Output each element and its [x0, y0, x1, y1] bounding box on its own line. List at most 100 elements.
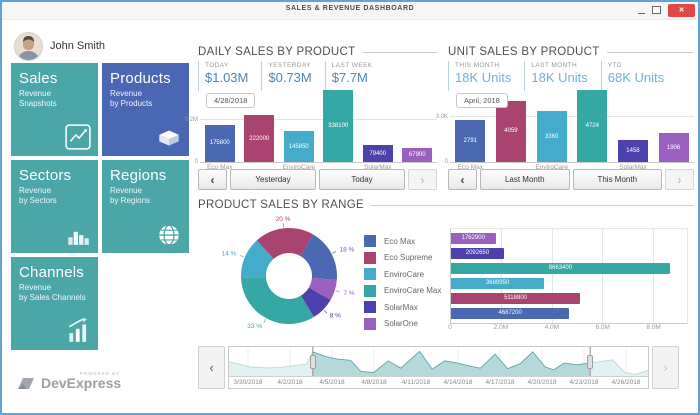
devexpress-logo: POWERED BY DevExpress — [16, 371, 122, 391]
donut-slice-solarone[interactable] — [308, 277, 337, 300]
x-axis-tick-label: 2.0M — [493, 324, 509, 331]
legend-swatch — [364, 317, 376, 330]
last-month-button[interactable]: Last Month — [480, 169, 570, 190]
legend-item-envirocare[interactable]: EnviroCare — [364, 268, 441, 280]
unit-kpi-row: THIS MONTH 18K Units LAST MONTH 18K Unit… — [448, 61, 677, 91]
range-selector-area-chart — [229, 347, 648, 377]
bar-eco-max[interactable]: 2791 — [455, 119, 486, 162]
brand-name: DevExpress — [41, 375, 122, 391]
donut-slice-eco-max[interactable] — [300, 234, 338, 281]
tile-sales[interactable]: Sales Revenue Snapshots — [11, 63, 98, 156]
donut-percent-label: 14 % — [222, 251, 237, 258]
bar-value-label: 8663400 — [548, 265, 573, 271]
daily-prev-button[interactable]: ‹ — [198, 169, 227, 190]
tile-subtitle: Revenue — [110, 89, 143, 98]
daily-next-button[interactable]: › — [408, 169, 437, 190]
range-selector-handle-left[interactable] — [309, 355, 316, 369]
selector-next-button[interactable]: › — [652, 346, 679, 389]
legend-item-solarone[interactable]: SolarOne — [364, 317, 441, 330]
hbar-eco-max[interactable]: 4687200 — [451, 308, 570, 319]
bar-solarmax[interactable]: 79400 — [362, 145, 393, 162]
bar-value-label: 79400 — [369, 150, 387, 157]
yesterday-button[interactable]: Yesterday — [230, 169, 316, 190]
legend-item-eco-max[interactable]: Eco Max — [364, 235, 441, 247]
bar-envirocare-max[interactable]: 4724 — [577, 90, 608, 162]
legend-label: SolarMax — [384, 302, 418, 312]
x-axis-label: EnviroCare — [282, 164, 315, 171]
legend-label: Eco Supreme — [384, 253, 433, 262]
kpi-last-month: LAST MONTH 18K Units — [524, 61, 588, 91]
hbar-solarone[interactable]: 1762900 — [451, 233, 496, 244]
bar-value-label: 338100 — [328, 123, 349, 130]
gridline — [551, 229, 553, 323]
bar-envirocare[interactable]: 3360 — [536, 111, 567, 162]
user-avatar — [14, 32, 43, 61]
selector-prev-button[interactable]: ‹ — [198, 346, 225, 389]
tile-products[interactable]: Products Revenue by Products — [102, 63, 189, 156]
this-month-button[interactable]: This Month — [572, 169, 662, 190]
bar-eco-max[interactable]: 175800 — [204, 124, 235, 162]
donut-slice-envirocare-max[interactable] — [241, 276, 314, 324]
tile-subtitle: Revenue — [19, 89, 52, 98]
tile-sectors[interactable]: Sectors Revenue by Sectors — [11, 160, 98, 253]
hbar-envirocare[interactable]: 3689950 — [451, 278, 545, 289]
hbar-eco-supreme[interactable]: 5118800 — [451, 293, 581, 304]
bar-envirocare[interactable]: 145850 — [283, 131, 314, 162]
x-axis-label: SolarMax — [364, 164, 392, 171]
label-leader-line — [263, 319, 267, 323]
tile-regions[interactable]: Regions Revenue by Regions — [102, 160, 189, 253]
bar-value-label: 1458 — [626, 147, 640, 154]
bar-eco-supreme[interactable]: 4059 — [495, 100, 526, 162]
donut-slice-solarmax[interactable] — [300, 287, 331, 318]
window-title: SALES & REVENUE DASHBOARD — [285, 5, 415, 12]
legend-item-eco-supreme[interactable]: Eco Supreme — [364, 251, 441, 264]
label-leader-line — [323, 310, 328, 314]
tile-title: Sales — [19, 70, 58, 87]
unit-sales-chart: April, 2018 3.0K 0 2791 4059 3360 4724 1458 190… — [436, 90, 694, 174]
date-label: 4/20/2018 — [527, 379, 557, 386]
hbar-envirocare-max[interactable]: 8663400 — [451, 263, 670, 274]
bar-value-label: 67900 — [408, 151, 426, 158]
titlebar: SALES & REVENUE DASHBOARD ✕ — [2, 2, 698, 20]
bar-value-label: 222000 — [249, 135, 270, 142]
today-button[interactable]: Today — [319, 169, 405, 190]
maximize-icon[interactable] — [652, 6, 661, 14]
tile-subtitle: by Sales Channels — [19, 293, 86, 303]
unit-prev-button[interactable]: ‹ — [448, 169, 477, 190]
bar-solarone[interactable]: 1906 — [658, 133, 689, 162]
date-label: 4/23/2018 — [569, 379, 599, 386]
legend-label: SolarOne — [384, 319, 418, 328]
box-icon — [159, 130, 179, 146]
hbar-solarmax[interactable]: 2092650 — [451, 248, 504, 259]
user-name: John Smith — [50, 40, 106, 52]
close-button[interactable]: ✕ — [668, 3, 695, 17]
bar-envirocare-max[interactable]: 338100 — [323, 90, 354, 162]
legend-item-solarmax[interactable]: SolarMax — [364, 301, 441, 313]
minimize-icon[interactable] — [638, 12, 645, 14]
label-leader-line — [240, 255, 244, 258]
sales-channels-icon — [68, 318, 87, 342]
date-label: 4/5/2018 — [319, 379, 345, 386]
legend-swatch — [364, 284, 376, 297]
range-selector-handle-right[interactable] — [587, 355, 594, 369]
tile-channels[interactable]: Channels Revenue by Sales Channels — [11, 257, 98, 350]
legend-label: Eco Max — [384, 236, 416, 246]
avatar-image — [15, 33, 42, 60]
unit-next-button[interactable]: › — [665, 169, 694, 190]
bar-solarone[interactable]: 67900 — [402, 147, 433, 162]
bar-eco-supreme[interactable]: 222000 — [244, 115, 275, 162]
bar-value-label: 4687200 — [498, 310, 522, 316]
bar-solarmax[interactable]: 1458 — [617, 139, 648, 162]
legend-item-envirocare-max[interactable]: EnviroCare Max — [364, 284, 441, 297]
range-selector-track[interactable]: 3/30/2018 4/2/2018 4/5/2018 4/8/2018 4/11/20… — [228, 346, 649, 389]
range-header: PRODUCT SALES BY RANGE — [198, 199, 694, 211]
area-series-line — [312, 350, 591, 374]
y-axis-label: 0 — [444, 159, 448, 165]
donut-slice-envirocare[interactable] — [241, 240, 274, 279]
legend-swatch — [364, 251, 376, 264]
bar-value-label: 175800 — [209, 140, 230, 147]
label-leader-line — [335, 290, 340, 293]
kpi-yesterday: YESTERDAY $0.73M — [261, 61, 312, 91]
donut-slice-eco-supreme[interactable] — [256, 228, 313, 259]
